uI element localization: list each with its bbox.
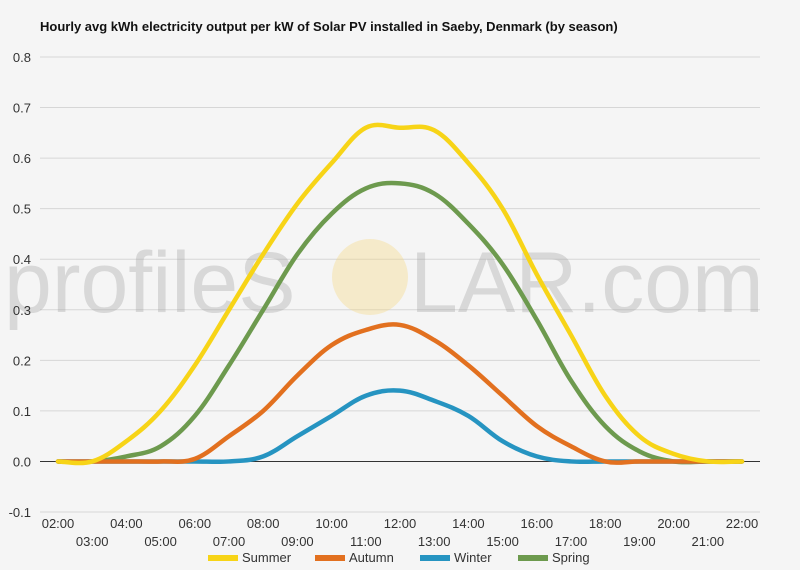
- x-tick-label: 20:00: [657, 516, 690, 531]
- chart-title: Hourly avg kWh electricity output per kW…: [40, 19, 618, 34]
- legend-item-winter[interactable]: Winter: [420, 550, 492, 565]
- legend: Summer Autumn Winter Spring: [208, 550, 590, 565]
- y-tick-label: 0.7: [13, 101, 31, 116]
- y-tick-label: 0.5: [13, 202, 31, 217]
- x-tick-label: 22:00: [726, 516, 759, 531]
- x-axis-labels: 02:0003:0004:0005:0006:0007:0008:0009:00…: [42, 516, 759, 549]
- x-tick-label: 03:00: [76, 534, 109, 549]
- y-tick-label: 0.1: [13, 404, 31, 419]
- legend-swatch-spring: [518, 555, 548, 561]
- legend-swatch-autumn: [315, 555, 345, 561]
- x-tick-label: 14:00: [452, 516, 485, 531]
- x-tick-label: 19:00: [623, 534, 656, 549]
- x-tick-label: 08:00: [247, 516, 280, 531]
- watermark-sun-icon: [332, 239, 408, 315]
- x-tick-label: 18:00: [589, 516, 622, 531]
- legend-swatch-winter: [420, 555, 450, 561]
- y-tick-label: -0.1: [9, 505, 31, 520]
- series-line-spring: [55, 180, 745, 465]
- x-tick-label: 04:00: [110, 516, 143, 531]
- y-tick-label: 0.3: [13, 303, 31, 318]
- x-tick-label: 05:00: [144, 534, 177, 549]
- legend-label-winter: Winter: [454, 550, 492, 565]
- legend-label-spring: Spring: [552, 550, 590, 565]
- y-tick-label: 0.6: [13, 151, 31, 166]
- y-tick-label: 0.4: [13, 252, 31, 267]
- x-tick-label: 13:00: [418, 534, 451, 549]
- y-tick-label: 0.0: [13, 454, 31, 469]
- x-tick-label: 21:00: [692, 534, 725, 549]
- y-axis-labels: -0.1 0.0 0.1 0.2 0.3 0.4 0.5 0.6 0.7 0.8: [9, 50, 31, 520]
- y-tick-label: 0.8: [13, 50, 31, 65]
- x-tick-label: 02:00: [42, 516, 75, 531]
- x-tick-label: 06:00: [179, 516, 212, 531]
- watermark-logo: profileS LAR.com: [4, 235, 764, 331]
- x-tick-label: 09:00: [281, 534, 314, 549]
- x-tick-label: 15:00: [486, 534, 519, 549]
- x-tick-label: 17:00: [555, 534, 588, 549]
- series-line-autumn: [55, 322, 745, 465]
- legend-item-summer[interactable]: Summer: [208, 550, 292, 565]
- watermark-text-right: LAR.com: [410, 235, 764, 331]
- legend-swatch-summer: [208, 555, 238, 561]
- x-tick-label: 11:00: [350, 534, 382, 549]
- x-tick-label: 10:00: [315, 516, 348, 531]
- y-tick-label: 0.2: [13, 353, 31, 368]
- x-tick-label: 16:00: [521, 516, 554, 531]
- legend-label-autumn: Autumn: [349, 550, 394, 565]
- legend-item-spring[interactable]: Spring: [518, 550, 590, 565]
- watermark-text-left: profileS: [4, 235, 296, 331]
- legend-label-summer: Summer: [242, 550, 292, 565]
- gridlines: [40, 56, 760, 513]
- legend-item-autumn[interactable]: Autumn: [315, 550, 394, 565]
- series-line-summer: [55, 122, 745, 466]
- series-lines: [55, 122, 745, 466]
- x-tick-label: 07:00: [213, 534, 246, 549]
- x-tick-label: 12:00: [384, 516, 417, 531]
